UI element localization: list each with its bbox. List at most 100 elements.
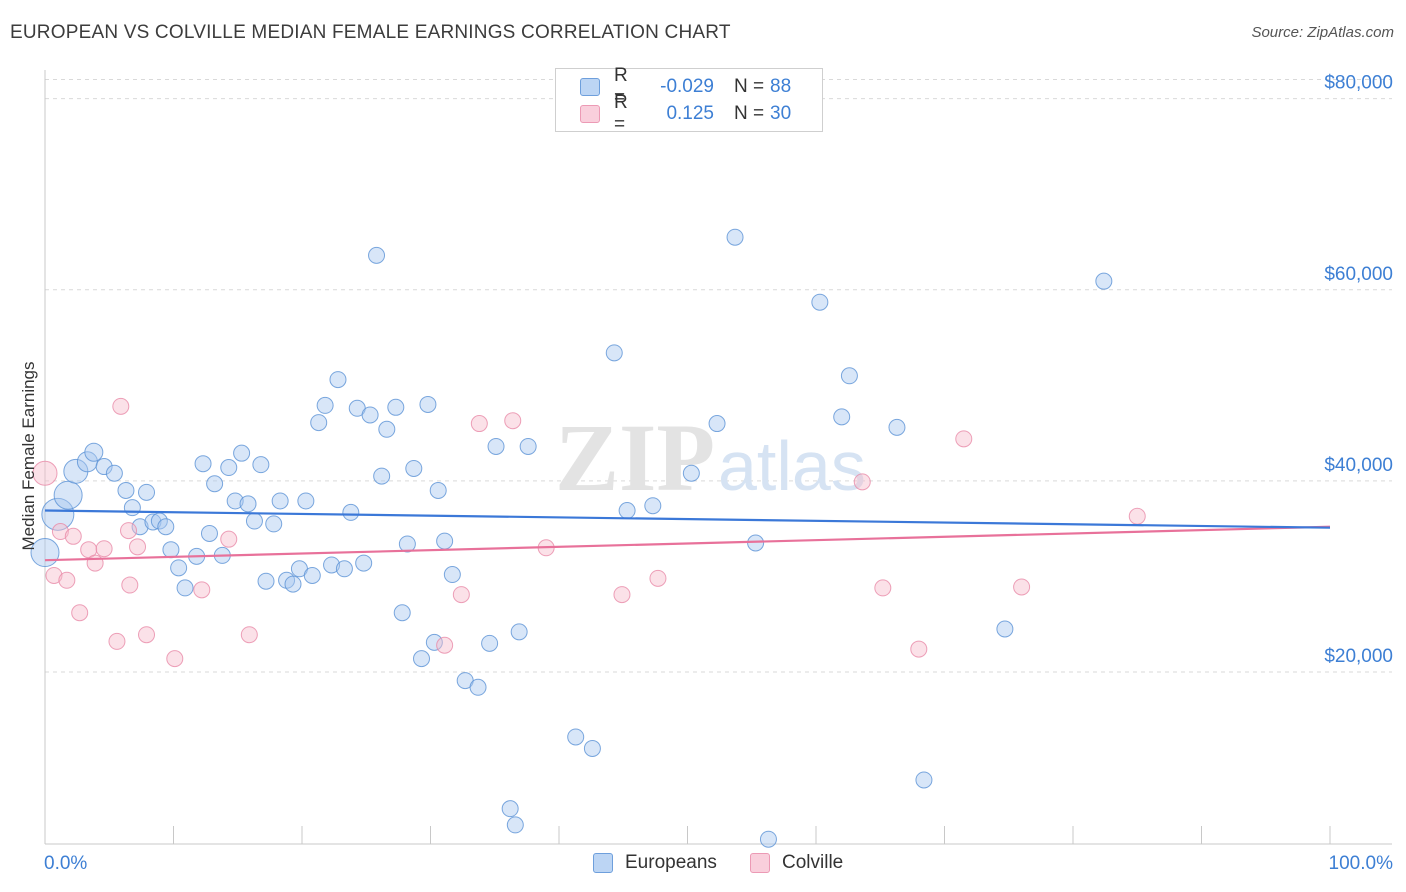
europeans-point bbox=[393, 604, 411, 622]
europeans-point bbox=[220, 459, 238, 477]
legend-swatch-europeans bbox=[580, 78, 600, 96]
legend-r-value: -0.029 bbox=[660, 76, 714, 97]
colville-point bbox=[874, 579, 892, 597]
colville-label: Colville bbox=[782, 852, 844, 873]
legend-n-label: N = bbox=[734, 76, 765, 97]
europeans-point bbox=[310, 414, 328, 432]
europeans-point bbox=[226, 492, 244, 510]
europeans-point bbox=[501, 800, 519, 818]
europeans-point bbox=[323, 556, 341, 574]
europeans-point bbox=[117, 481, 135, 499]
colville-trend-line bbox=[44, 525, 1331, 562]
y-tick-label: $40,000 bbox=[1324, 455, 1393, 476]
x-ticks bbox=[173, 826, 1331, 844]
legend-n-value: 88 bbox=[770, 76, 792, 97]
europeans-point bbox=[481, 634, 499, 652]
europeans-point bbox=[284, 575, 302, 593]
europeans-point bbox=[105, 464, 123, 482]
europeans-point bbox=[206, 475, 224, 493]
legend-r-label: R = bbox=[614, 92, 628, 135]
europeans-point bbox=[888, 418, 906, 436]
europeans-point bbox=[747, 534, 765, 552]
europeans-point bbox=[176, 579, 194, 597]
europeans-point bbox=[95, 458, 113, 476]
stats-legend: R = -0.029 N = 88 R = 0.125 N = 30 bbox=[555, 65, 823, 135]
y-tick-label: $60,000 bbox=[1324, 264, 1393, 285]
gridlines bbox=[45, 79, 1392, 673]
colville-point bbox=[32, 460, 58, 486]
europeans-point bbox=[469, 678, 487, 696]
legend-swatch-colville bbox=[580, 105, 600, 123]
colville-point bbox=[51, 523, 69, 541]
colville-point bbox=[138, 626, 156, 644]
europeans-point bbox=[436, 532, 454, 550]
europeans-point bbox=[405, 459, 423, 477]
europeans-point bbox=[378, 420, 396, 438]
europeans-point bbox=[303, 566, 321, 584]
europeans-point bbox=[443, 566, 461, 584]
europeans-point bbox=[425, 633, 443, 651]
europeans-point bbox=[605, 344, 623, 362]
colville-swatch bbox=[750, 853, 770, 873]
europeans-point bbox=[419, 395, 437, 413]
colville-point bbox=[910, 640, 928, 658]
watermark-zip: ZIP bbox=[555, 404, 715, 511]
europeans-trend-line bbox=[44, 509, 1331, 529]
colville-point bbox=[452, 586, 470, 604]
europeans-point bbox=[245, 512, 263, 530]
europeans-point bbox=[726, 228, 744, 246]
europeans-point bbox=[618, 502, 636, 520]
europeans-label: Europeans bbox=[625, 852, 717, 873]
europeans-point bbox=[138, 483, 156, 501]
europeans-point bbox=[368, 246, 386, 264]
europeans-point bbox=[398, 535, 416, 553]
europeans-point bbox=[519, 437, 537, 455]
colville-point bbox=[58, 571, 76, 589]
colville-point bbox=[86, 554, 104, 572]
europeans-point bbox=[41, 497, 75, 531]
europeans-point bbox=[682, 464, 700, 482]
europeans-point bbox=[162, 541, 180, 559]
colville-point bbox=[436, 636, 454, 654]
watermark-atlas: atlas bbox=[718, 427, 866, 505]
europeans-point bbox=[200, 524, 218, 542]
colville-point bbox=[240, 626, 258, 644]
europeans-point bbox=[257, 572, 275, 590]
colville-point bbox=[71, 604, 89, 622]
europeans-point bbox=[123, 499, 141, 517]
europeans-point bbox=[170, 559, 188, 577]
colville-point bbox=[853, 473, 871, 491]
europeans-point bbox=[510, 623, 528, 641]
watermark: ZIP atlas bbox=[555, 404, 866, 511]
colville-point bbox=[504, 412, 522, 430]
europeans-point bbox=[583, 739, 601, 757]
legend-r-value: 0.125 bbox=[666, 103, 714, 124]
europeans-swatch bbox=[593, 853, 613, 873]
europeans-point bbox=[506, 816, 524, 834]
europeans-point bbox=[265, 515, 283, 533]
legend-item-europeans[interactable]: Europeans bbox=[593, 852, 717, 874]
colville-points bbox=[32, 397, 1146, 668]
europeans-point bbox=[840, 367, 858, 385]
source-label: Source: ZipAtlas.com bbox=[1251, 24, 1394, 41]
colville-point bbox=[1128, 507, 1146, 525]
legend-item-colville[interactable]: Colville bbox=[750, 852, 843, 874]
europeans-point bbox=[413, 650, 431, 668]
y-axis-title: Median Female Earnings bbox=[19, 362, 38, 551]
europeans-point bbox=[329, 371, 347, 389]
europeans-point bbox=[373, 467, 391, 485]
legend-row-colville: R = 0.125 N = 30 bbox=[556, 92, 791, 135]
colville-point bbox=[470, 415, 488, 433]
europeans-point bbox=[271, 492, 289, 510]
europeans-point bbox=[759, 830, 777, 848]
europeans-point bbox=[144, 513, 162, 531]
colville-point bbox=[649, 569, 667, 587]
colville-point bbox=[613, 586, 631, 604]
colville-point bbox=[45, 566, 63, 584]
europeans-point bbox=[487, 437, 505, 455]
x-tick-label-max: 100.0% bbox=[1329, 853, 1394, 874]
trend-lines bbox=[44, 509, 1331, 562]
europeans-point bbox=[157, 518, 175, 536]
europeans-point bbox=[833, 408, 851, 426]
